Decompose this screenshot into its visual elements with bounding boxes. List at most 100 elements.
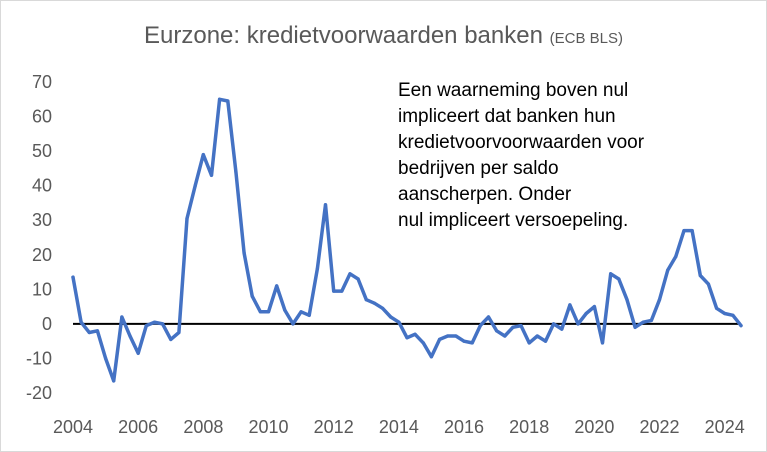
data-point <box>576 322 580 326</box>
data-point <box>413 332 417 336</box>
data-point <box>706 282 711 286</box>
y-axis-ticks: 70 60 50 40 30 20 10 0 -10 -20 <box>26 72 52 403</box>
x-tick-label: 2014 <box>379 417 419 437</box>
data-point <box>332 289 336 293</box>
data-point <box>71 275 75 279</box>
x-tick-label: 2008 <box>183 417 223 437</box>
x-tick-label: 2022 <box>640 417 680 437</box>
y-tick-label: -10 <box>26 348 52 368</box>
data-point <box>511 325 515 329</box>
data-point <box>657 298 662 302</box>
data-point <box>177 330 181 335</box>
x-tick-label: 2004 <box>53 417 93 437</box>
series-layer <box>71 97 743 383</box>
data-point <box>193 184 197 188</box>
data-point <box>682 229 686 233</box>
data-point <box>323 203 328 207</box>
data-point <box>136 351 140 355</box>
data-point <box>340 289 344 293</box>
data-point <box>348 272 352 276</box>
data-point <box>307 313 311 317</box>
chart-subtitle: (ECB BLS) <box>549 30 623 47</box>
data-point <box>356 277 360 281</box>
data-point <box>600 341 605 345</box>
data-point <box>617 277 621 281</box>
data-point <box>625 298 629 302</box>
x-tick-label: 2010 <box>248 417 288 437</box>
data-point <box>592 305 597 309</box>
data-point <box>104 356 108 360</box>
data-point <box>698 273 702 278</box>
data-point <box>552 322 556 326</box>
data-point <box>120 315 124 319</box>
data-point <box>169 337 173 341</box>
data-point <box>421 341 425 345</box>
data-point <box>315 267 319 271</box>
data-point <box>633 325 637 329</box>
y-tick-label: 20 <box>32 245 52 265</box>
data-point <box>218 97 222 101</box>
y-tick-label: 10 <box>32 279 52 299</box>
chart-title-text: Eurzone: kredietvoorwaarden banken <box>144 22 543 49</box>
data-point <box>568 303 572 307</box>
data-point <box>234 170 238 174</box>
y-tick-label: 70 <box>32 72 52 92</box>
data-point <box>454 334 458 338</box>
x-axis-ticks: 2004 2006 2008 2010 2012 2014 2016 2018 2020 2022… <box>53 417 745 437</box>
data-point <box>87 330 91 335</box>
data-point <box>519 324 523 328</box>
x-tick-label: 2016 <box>444 417 484 437</box>
data-point <box>715 306 719 310</box>
data-point <box>275 284 279 288</box>
data-point <box>226 99 230 103</box>
data-point <box>79 320 83 324</box>
data-point <box>731 313 735 317</box>
x-tick-label: 2018 <box>509 417 549 437</box>
y-tick-label: 30 <box>32 210 52 230</box>
data-point <box>144 324 148 328</box>
data-point <box>649 318 654 322</box>
data-point <box>128 334 132 338</box>
y-tick-label: 0 <box>42 314 52 334</box>
data-point <box>723 311 727 316</box>
data-point <box>258 310 262 314</box>
data-point <box>527 341 531 345</box>
data-point <box>478 324 482 328</box>
data-point <box>609 272 613 276</box>
x-tick-label: 2020 <box>574 417 614 437</box>
data-point <box>690 229 694 233</box>
data-point <box>560 327 564 331</box>
data-point <box>666 268 670 272</box>
data-point <box>381 306 385 310</box>
data-point <box>95 329 99 333</box>
data-point <box>674 254 678 259</box>
data-point <box>152 320 157 324</box>
data-point <box>364 298 368 302</box>
chart-title: Eurzone: kredietvoorwaarden banken (ECB … <box>0 22 767 50</box>
data-point <box>405 336 409 340</box>
data-point <box>429 355 433 359</box>
data-point <box>242 251 246 255</box>
data-point <box>266 310 271 314</box>
data-point <box>739 324 743 328</box>
data-point <box>446 334 450 338</box>
x-tick-label: 2006 <box>118 417 158 437</box>
data-point <box>299 310 303 314</box>
data-point <box>283 308 287 312</box>
x-tick-label: 2012 <box>314 417 354 437</box>
data-point <box>250 294 254 298</box>
data-point <box>201 153 205 157</box>
data-point <box>641 320 645 324</box>
annotation-text: Een waarneming boven nul impliceert dat … <box>398 80 645 231</box>
data-point <box>397 320 401 324</box>
data-point <box>161 322 165 326</box>
data-point <box>291 322 295 326</box>
data-point <box>535 334 539 338</box>
data-point <box>470 341 474 345</box>
data-point <box>495 329 499 333</box>
x-tick-label: 2024 <box>705 417 745 437</box>
data-point <box>462 339 466 343</box>
data-point <box>112 379 116 383</box>
